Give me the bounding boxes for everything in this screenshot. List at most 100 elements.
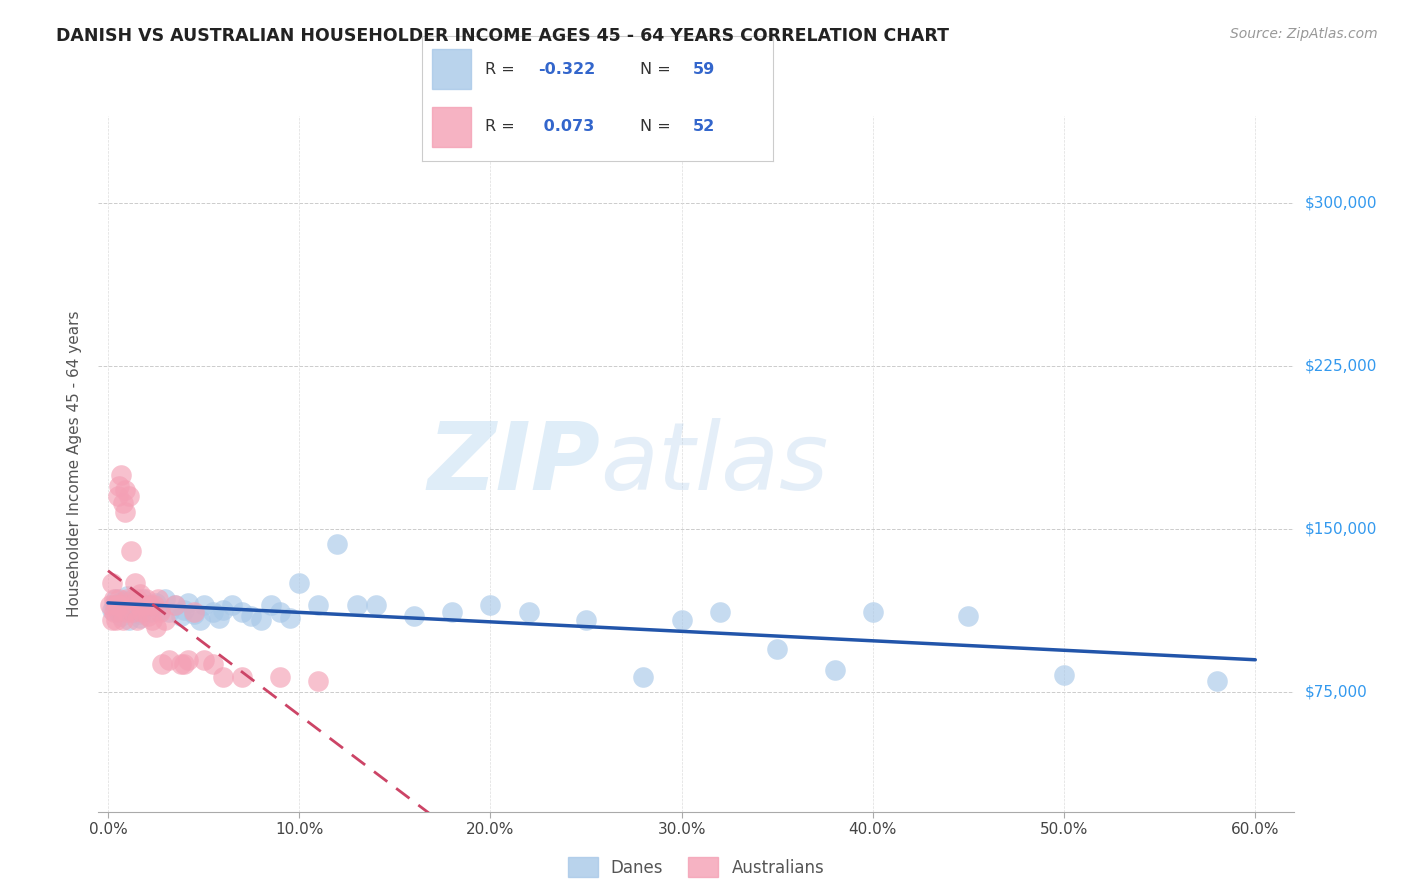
Point <box>107 598 129 612</box>
Text: DANISH VS AUSTRALIAN HOUSEHOLDER INCOME AGES 45 - 64 YEARS CORRELATION CHART: DANISH VS AUSTRALIAN HOUSEHOLDER INCOME … <box>56 27 949 45</box>
Bar <box>433 49 471 89</box>
Point <box>364 598 387 612</box>
Point <box>104 614 127 628</box>
Point <box>202 605 225 619</box>
Point <box>157 605 180 619</box>
Point <box>517 605 540 619</box>
Point <box>101 576 124 591</box>
Point <box>139 605 162 619</box>
Point <box>112 496 135 510</box>
Point <box>121 605 143 619</box>
Point <box>250 614 273 628</box>
Point <box>157 652 180 666</box>
Point <box>188 614 211 628</box>
Point <box>150 657 173 671</box>
Point <box>114 505 136 519</box>
Point <box>118 614 141 628</box>
Point <box>103 598 125 612</box>
Point <box>231 605 253 619</box>
Point <box>108 591 131 606</box>
Point <box>125 614 148 628</box>
Text: 59: 59 <box>693 62 714 77</box>
Point <box>98 598 121 612</box>
Point <box>135 598 157 612</box>
Point <box>173 602 195 616</box>
Point <box>307 674 329 689</box>
Point <box>479 598 502 612</box>
Point <box>110 467 132 482</box>
Point <box>402 609 425 624</box>
Point <box>709 605 731 619</box>
Point <box>136 609 159 624</box>
Point <box>288 576 311 591</box>
Text: $150,000: $150,000 <box>1305 522 1376 537</box>
Point <box>101 602 124 616</box>
Point <box>128 607 150 621</box>
Point <box>118 490 141 504</box>
Point <box>112 600 135 615</box>
Point <box>114 483 136 497</box>
Text: R =: R = <box>485 62 520 77</box>
Text: -0.322: -0.322 <box>538 62 595 77</box>
Point <box>124 576 146 591</box>
Point <box>177 652 200 666</box>
Text: atlas: atlas <box>600 418 828 509</box>
Y-axis label: Householder Income Ages 45 - 64 years: Householder Income Ages 45 - 64 years <box>67 310 83 617</box>
Point <box>124 602 146 616</box>
Point <box>193 652 215 666</box>
Point <box>108 478 131 492</box>
Point <box>128 598 150 612</box>
Point <box>104 598 127 612</box>
Point <box>633 670 655 684</box>
Point <box>177 596 200 610</box>
Point <box>169 657 191 671</box>
Point <box>145 596 167 610</box>
Point <box>107 490 129 504</box>
Point <box>211 602 233 616</box>
Point <box>208 611 231 625</box>
Point <box>115 590 138 604</box>
Text: 52: 52 <box>693 120 714 135</box>
Point <box>155 614 177 628</box>
Text: $225,000: $225,000 <box>1305 359 1376 374</box>
Text: $300,000: $300,000 <box>1305 195 1376 211</box>
Point <box>259 598 281 612</box>
Point <box>139 598 162 612</box>
Point <box>141 614 163 628</box>
Point <box>103 591 125 606</box>
Point <box>193 598 215 612</box>
Point <box>862 605 884 619</box>
Point <box>125 591 148 606</box>
Point <box>131 591 153 606</box>
Point <box>183 605 205 619</box>
Point <box>766 641 789 656</box>
Point <box>125 596 148 610</box>
Point <box>575 614 598 628</box>
Text: Source: ZipAtlas.com: Source: ZipAtlas.com <box>1230 27 1378 41</box>
Point <box>1206 674 1229 689</box>
Point <box>163 598 186 612</box>
Point <box>129 611 152 625</box>
Point <box>824 664 846 678</box>
Point <box>221 598 243 612</box>
Point <box>131 605 153 619</box>
Point <box>169 609 191 624</box>
Point <box>326 537 349 551</box>
Point <box>104 591 127 606</box>
Text: R =: R = <box>485 120 520 135</box>
Legend: Danes, Australians: Danes, Australians <box>561 851 831 883</box>
Point <box>115 605 138 619</box>
Point <box>269 670 291 684</box>
Text: N =: N = <box>640 62 676 77</box>
Point <box>120 598 142 612</box>
Point <box>121 591 143 606</box>
Point <box>110 598 132 612</box>
Point <box>112 614 135 628</box>
Point <box>671 614 693 628</box>
Point <box>183 607 205 621</box>
Point <box>129 587 152 601</box>
Point <box>202 657 225 671</box>
Point <box>134 598 156 612</box>
Point <box>101 614 124 628</box>
Point <box>441 605 464 619</box>
